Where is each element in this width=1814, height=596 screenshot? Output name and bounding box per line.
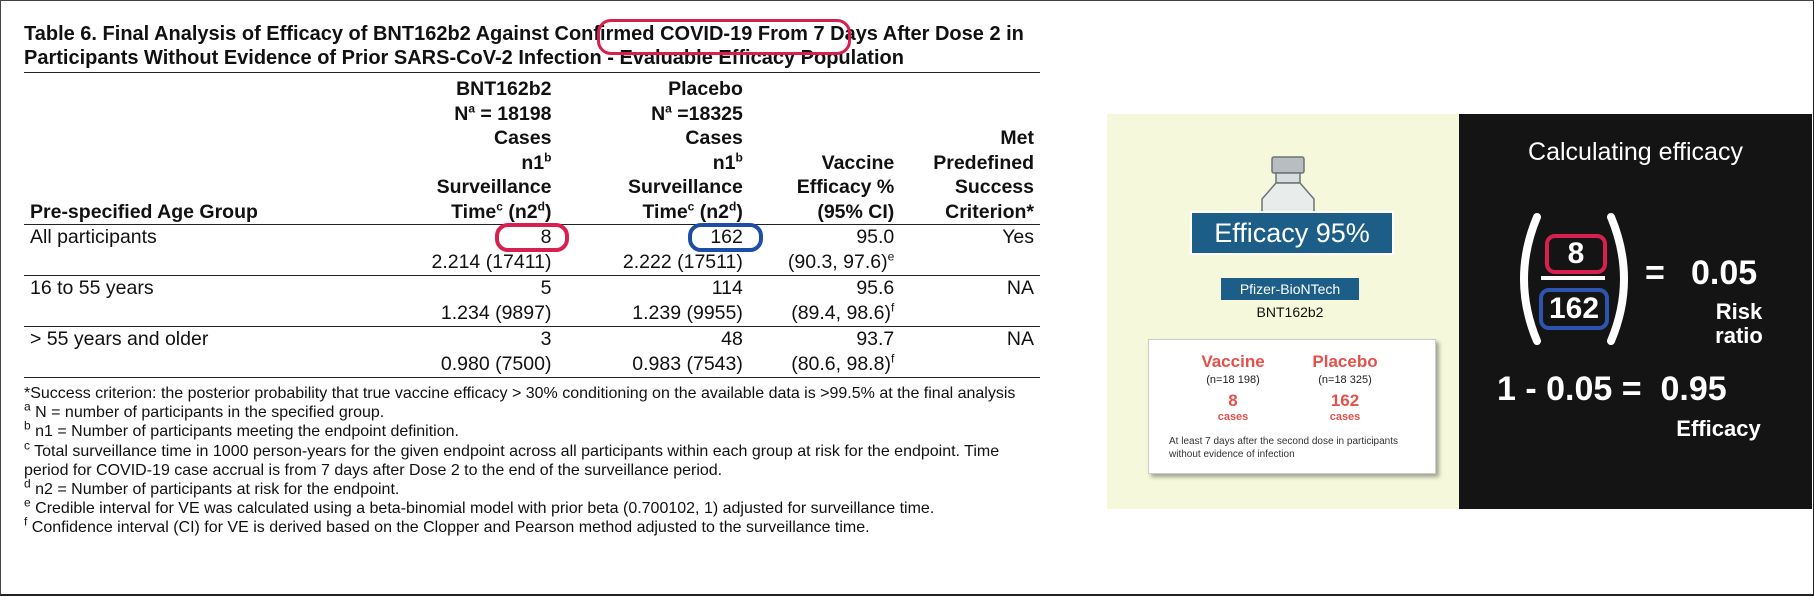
footnote: a N = number of participants in the spec… <box>24 399 385 422</box>
col-vaccine-efficacy: Vaccine Efficacy % (95% CI) <box>796 151 895 223</box>
placebo-cases-ring: 162 <box>688 223 763 252</box>
cell-met: NA <box>1006 328 1034 350</box>
cell-bnt-cases: 8 <box>384 223 570 252</box>
efficacy-document: Table 6. Final Analysis of Efficacy of B… <box>24 19 1040 538</box>
calculation-header: Calculating efficacy <box>1528 138 1743 166</box>
table-row: All participants 8 162 95.0 Yes <box>24 223 1040 252</box>
footnote: d n2 = Number of participants at risk fo… <box>24 476 400 499</box>
placebo-column: Placebo (n=18 325) 162 cases <box>1312 352 1378 423</box>
footnote: f Confidence interval (CI) for VE is der… <box>24 515 870 537</box>
footnote: e Credible interval for VE was calculate… <box>24 495 935 518</box>
cell-ve: 93.7 <box>856 328 895 350</box>
cell-bnt-time: 1.234 (9897) <box>440 302 552 324</box>
cell-placebo-time: 1.239 (9955) <box>632 302 743 324</box>
cell-group: 16 to 55 years <box>30 277 154 299</box>
title-text-before: Table 6. Final Analysis of Efficacy of B… <box>24 23 555 45</box>
cell-ci: (80.6, 98.8)f <box>791 351 895 376</box>
fraction-bar <box>1541 276 1605 280</box>
col-success-criterion: Met Predefined Success Criterion* <box>933 127 1034 223</box>
table-row-sub: 1.234 (9897) 1.239 (9955) (89.4, 98.6)f <box>24 301 1040 327</box>
cell-met: Yes <box>1002 226 1034 248</box>
cell-ve: 95.0 <box>856 226 895 248</box>
cell-bnt-cases: 5 <box>540 277 552 299</box>
cell-ve: 95.6 <box>856 277 895 299</box>
efficacy-label: Efficacy <box>1676 416 1761 441</box>
calculation-panel: Calculating efficacy 8 162 = 0.05 Risk r… <box>1459 114 1812 509</box>
table-title: Table 6. Final Analysis of Efficacy of B… <box>24 19 1040 70</box>
trial-summary-card: Vaccine (n=18 198) 8 cases Placebo (n=18… <box>1148 339 1436 474</box>
cell-placebo-cases: 48 <box>721 328 743 350</box>
cell-met: NA <box>1006 277 1034 299</box>
cell-group: All participants <box>30 226 157 248</box>
bnt-cases-ring: 8 <box>495 223 570 252</box>
denominator-value: 162 <box>1539 288 1609 330</box>
table-row-sub: 0.980 (7500) 0.983 (7543) (80.6, 98.8)f <box>24 352 1040 378</box>
cell-bnt-time: 0.980 (7500) <box>440 353 552 375</box>
table-row: > 55 years and older 3 48 93.7 NA <box>24 326 1040 353</box>
numerator-value: 8 <box>1545 234 1607 274</box>
table-header-row: Pre-specified Age Group BNT162b2 Na = 18… <box>24 72 1040 225</box>
efficacy-badge: Efficacy 95% <box>1190 211 1394 255</box>
footnote: c Total surveillance time in 1000 person… <box>24 438 1000 479</box>
cell-ci: (90.3, 97.6)e <box>787 249 895 274</box>
efficacy-table: Pre-specified Age Group BNT162b2 Na = 18… <box>24 72 1040 378</box>
title-highlight-ring <box>597 19 851 55</box>
product-name: BNT162b2 <box>1256 304 1324 320</box>
col-age-group: Pre-specified Age Group <box>30 200 258 223</box>
cell-bnt-cases: 3 <box>540 328 552 350</box>
cell-ci: (89.4, 98.6)f <box>791 300 895 325</box>
footnote: b n1 = Number of participants meeting th… <box>24 419 459 441</box>
table-footnotes: *Success criterion: the posterior probab… <box>24 384 1040 538</box>
manufacturer-badge: Pfizer-BioNTech <box>1221 278 1359 300</box>
fraction-parentheses <box>1520 213 1628 345</box>
col-placebo: Placebo Na =18325 Cases n1b Surveillance… <box>627 78 743 223</box>
cell-placebo-cases: 162 <box>557 223 763 252</box>
footnote: *Success criterion: the posterior probab… <box>24 385 1016 402</box>
trial-note: At least 7 days after the second dose in… <box>1169 436 1399 460</box>
cell-placebo-time: 0.983 (7543) <box>632 353 743 375</box>
risk-ratio-label: Risk ratio <box>1715 299 1763 348</box>
cell-bnt-time: 2.214 (17411) <box>431 251 552 273</box>
table-row-sub: 2.214 (17411) 2.222 (17511) (90.3, 97.6)… <box>24 250 1040 276</box>
table-row: 16 to 55 years 5 114 95.6 NA <box>24 275 1040 302</box>
equals-sign: = <box>1645 254 1665 292</box>
cell-group: > 55 years and older <box>30 328 209 350</box>
col-bnt162b2: BNT162b2 Na = 18198 Cases n1b Surveillan… <box>436 78 552 223</box>
vaccine-column: Vaccine (n=18 198) 8 cases <box>1201 352 1265 423</box>
efficacy-equation: 1 - 0.05 = 0.95 <box>1497 370 1727 408</box>
risk-ratio-value: 0.05 <box>1691 254 1758 292</box>
cell-placebo-cases: 114 <box>711 277 743 299</box>
cell-placebo-time: 2.222 (17511) <box>622 251 743 273</box>
